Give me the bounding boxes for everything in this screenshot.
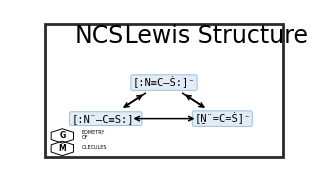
Text: [:N≡C—Ṡ:]⁻: [:N≡C—Ṡ:]⁻: [133, 77, 195, 89]
Text: M: M: [59, 144, 66, 153]
Text: OLECULES: OLECULES: [81, 145, 107, 150]
Text: ⁻: ⁻: [116, 22, 120, 31]
Text: NCS: NCS: [75, 24, 124, 48]
Text: [Ṉ̈=C=Ṡ]⁻: [Ṉ̈=C=Ṡ]⁻: [194, 113, 251, 125]
Text: Lewis Structure: Lewis Structure: [117, 24, 308, 48]
Text: [:N̈—C≡S:]⁻: [:N̈—C≡S:]⁻: [71, 114, 140, 124]
Text: G: G: [59, 131, 66, 140]
Text: EOMETRY: EOMETRY: [81, 130, 105, 135]
Text: OF: OF: [81, 135, 88, 140]
